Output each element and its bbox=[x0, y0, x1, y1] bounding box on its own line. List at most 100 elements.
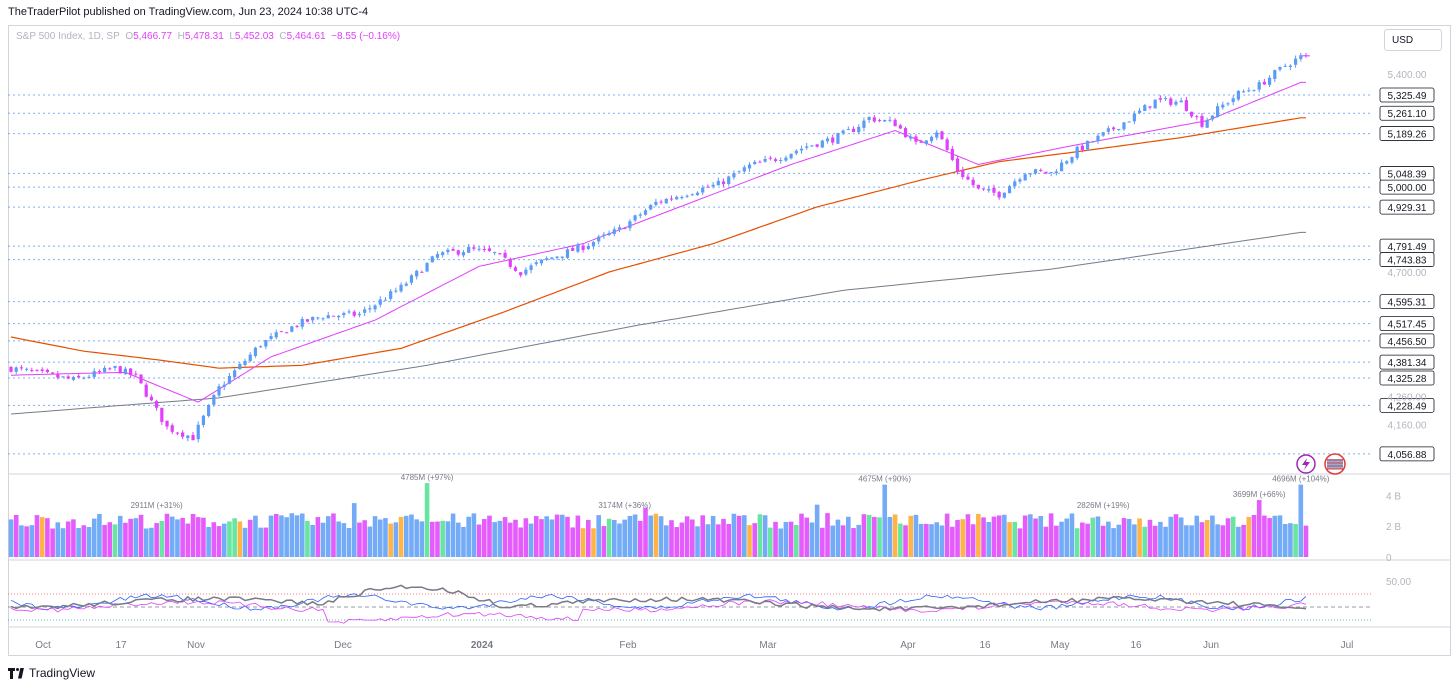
volume-bar bbox=[341, 523, 347, 557]
candle-body bbox=[1241, 91, 1246, 93]
volume-bar bbox=[768, 527, 773, 557]
candle-body bbox=[1054, 171, 1058, 174]
volume-bar bbox=[944, 513, 950, 557]
candle-body bbox=[1153, 99, 1157, 109]
volume-bar bbox=[814, 504, 820, 557]
time-axis-label: Dec bbox=[334, 640, 352, 651]
candle-body bbox=[1257, 82, 1261, 90]
candle-body bbox=[1179, 100, 1183, 103]
candle-body bbox=[555, 256, 559, 258]
candle-body bbox=[1252, 90, 1256, 92]
candle-body bbox=[1137, 110, 1142, 113]
volume-bar bbox=[898, 523, 903, 557]
volume-bar bbox=[1090, 517, 1096, 557]
candle-body bbox=[581, 245, 585, 250]
sma-slow-line bbox=[10, 231, 1306, 415]
price-level-label-box bbox=[1379, 333, 1435, 349]
volume-bar bbox=[461, 526, 466, 557]
candle-body bbox=[207, 404, 211, 417]
volume-bar bbox=[1277, 515, 1283, 557]
volume-bar bbox=[232, 518, 237, 557]
candle-body bbox=[680, 196, 684, 199]
volume-bar bbox=[1168, 516, 1174, 557]
time-axis-label: 16 bbox=[1130, 640, 1142, 651]
volume-bar bbox=[471, 513, 477, 557]
candle-body bbox=[623, 227, 627, 230]
volume-bar bbox=[159, 520, 165, 557]
price-level-label-box bbox=[1379, 397, 1435, 413]
candle-body bbox=[420, 271, 424, 273]
volume-bar bbox=[1111, 528, 1116, 557]
symbol-legend: S&P 500 Index, 1D, SP O5,466.77 H5,478.3… bbox=[16, 31, 400, 42]
candle-body bbox=[643, 210, 648, 215]
candle-body bbox=[914, 136, 918, 142]
price-level-label-box bbox=[1379, 446, 1435, 462]
price-level-label: 5,325.49 bbox=[1388, 91, 1427, 102]
candle-body bbox=[51, 372, 55, 374]
candle-body bbox=[529, 265, 533, 270]
candle-body bbox=[987, 188, 991, 191]
volume-bar bbox=[908, 515, 914, 557]
footer-brand: TradingView bbox=[29, 666, 96, 680]
candle-body bbox=[851, 128, 856, 132]
candle-body bbox=[279, 331, 284, 333]
candle-body bbox=[295, 325, 299, 327]
published-by-text: TheTraderPilot published on TradingView.… bbox=[8, 6, 369, 18]
candle-body bbox=[222, 384, 226, 387]
candle-body bbox=[617, 227, 622, 230]
candle-body bbox=[1033, 169, 1038, 174]
volume-bar bbox=[861, 514, 867, 557]
candle-body bbox=[893, 119, 897, 127]
candle-body bbox=[607, 232, 611, 236]
volume-bar bbox=[669, 520, 674, 557]
volume-bar bbox=[981, 517, 986, 557]
candle-body bbox=[929, 136, 934, 142]
volume-bar bbox=[414, 519, 419, 557]
currency-button[interactable]: USD bbox=[1384, 29, 1442, 51]
volume-bar bbox=[180, 517, 185, 557]
candle-body bbox=[1184, 100, 1188, 111]
candle-body bbox=[1195, 116, 1199, 118]
volume-bar bbox=[81, 525, 87, 557]
volume-bar bbox=[24, 526, 29, 557]
volume-bar bbox=[216, 526, 222, 557]
candle-body bbox=[118, 366, 122, 374]
volume-bar bbox=[591, 528, 596, 557]
candle-body bbox=[1049, 172, 1053, 174]
candle-body bbox=[519, 272, 523, 276]
volume-bar bbox=[440, 520, 445, 557]
candle-body bbox=[409, 275, 414, 283]
volume-bar bbox=[799, 513, 804, 557]
volume-bar bbox=[346, 528, 352, 557]
volume-bar bbox=[695, 526, 700, 557]
volume-bar bbox=[664, 525, 669, 557]
volume-bar bbox=[903, 525, 908, 557]
candle-body bbox=[545, 258, 549, 260]
candle-body bbox=[649, 205, 653, 210]
volume-bar bbox=[513, 519, 518, 557]
volume-bar bbox=[86, 526, 92, 557]
volume-bar bbox=[320, 522, 326, 557]
volume-bar bbox=[1121, 518, 1127, 557]
candle-body bbox=[446, 249, 450, 253]
candle-body bbox=[654, 201, 658, 205]
candle-body bbox=[1059, 162, 1064, 172]
volume-bar bbox=[830, 525, 836, 557]
candle-body bbox=[170, 425, 174, 432]
volume-bar bbox=[773, 521, 778, 557]
price-level-label-box bbox=[1379, 354, 1435, 370]
volume-bar bbox=[788, 521, 794, 557]
candle-body bbox=[1226, 103, 1230, 105]
candle-body bbox=[1293, 58, 1298, 65]
volume-bar bbox=[45, 518, 50, 557]
candle-body bbox=[831, 137, 835, 143]
volume-bar bbox=[175, 519, 180, 557]
volume-bar bbox=[653, 513, 659, 557]
volume-bar bbox=[528, 523, 534, 557]
tradingview-logo-icon bbox=[8, 667, 24, 679]
candle-body bbox=[373, 305, 377, 310]
volume-bar bbox=[34, 515, 40, 557]
price-level-label: 4,456.50 bbox=[1388, 337, 1427, 348]
volume-bar bbox=[700, 515, 706, 557]
